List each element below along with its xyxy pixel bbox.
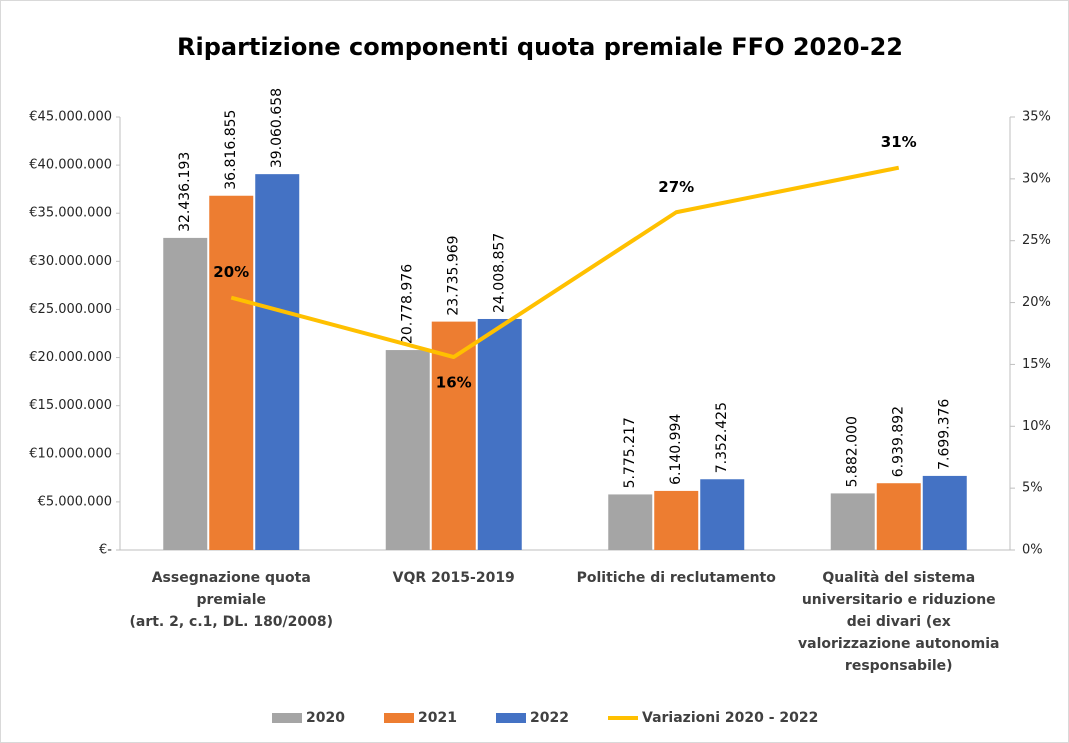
data-label: 5.882.000 [845, 416, 861, 487]
y2-tick-label: 5% [1022, 481, 1043, 496]
line-label: 16% [436, 374, 472, 392]
y2-tick-label: 25% [1022, 233, 1051, 248]
y2-tick-label: 15% [1022, 357, 1051, 372]
bar [385, 350, 430, 550]
data-label: 39.060.658 [269, 88, 285, 168]
y-tick-label: €10.000.000 [29, 446, 112, 461]
line-series [230, 165, 900, 360]
legend-label: 2022 [530, 710, 569, 726]
y2-tick-label: 20% [1022, 295, 1051, 310]
data-label: 20.778.976 [400, 264, 416, 344]
bar [830, 493, 875, 550]
y2-tick-label: 0% [1022, 543, 1043, 558]
y-tick-label: €15.000.000 [29, 398, 112, 413]
bar [209, 195, 254, 550]
bar [163, 237, 208, 551]
data-label: 7.352.425 [714, 402, 730, 473]
data-label: 32.436.193 [177, 152, 193, 232]
y-tick-label: €35.000.000 [29, 206, 112, 221]
bar [876, 483, 921, 550]
bar [700, 479, 745, 550]
bar [922, 475, 967, 550]
legend-swatch [496, 713, 526, 723]
legend-swatch [272, 713, 302, 723]
line-label: 27% [658, 178, 694, 196]
bar [255, 174, 300, 551]
y-tick-label: €40.000.000 [29, 158, 112, 173]
bar [431, 321, 476, 550]
y2-tick-label: 10% [1022, 419, 1051, 434]
x-tick-label: Politiche di reclutamento [577, 570, 777, 586]
legend-swatch [384, 713, 414, 723]
data-label: 6.939.892 [891, 406, 907, 477]
y2-tick-label: 35% [1022, 110, 1051, 125]
legend-label: 2021 [418, 710, 457, 726]
chart-title: Ripartizione componenti quota premiale F… [177, 33, 903, 61]
bar [654, 490, 699, 550]
x-tick-label: VQR 2015-2019 [393, 570, 515, 586]
x-tick-label: Qualità del sistema universitario e riduz… [798, 570, 999, 674]
y-tick-label: €45.000.000 [29, 110, 112, 125]
data-label: 5.775.217 [622, 417, 638, 488]
bar [608, 494, 653, 550]
data-label: 36.816.855 [223, 110, 239, 190]
data-label: 23.735.969 [446, 235, 462, 315]
data-label: 6.140.994 [668, 414, 684, 485]
y-tick-label: €20.000.000 [29, 350, 112, 365]
line-label: 31% [881, 133, 917, 151]
x-tick-label: Assegnazione quota premiale (art. 2, c.1, … [129, 570, 333, 630]
y-tick-label: €- [99, 543, 112, 558]
data-label: 24.008.857 [492, 233, 508, 313]
data-label: 7.699.376 [937, 399, 953, 470]
legend-label: Variazioni 2020 - 2022 [642, 710, 818, 726]
bar [477, 318, 522, 550]
y-tick-label: €5.000.000 [38, 494, 112, 509]
legend-label: 2020 [306, 710, 345, 726]
line-label: 20% [213, 263, 249, 281]
y2-tick-label: 30% [1022, 171, 1051, 186]
y-tick-label: €25.000.000 [29, 302, 112, 317]
y-tick-label: €30.000.000 [29, 254, 112, 269]
